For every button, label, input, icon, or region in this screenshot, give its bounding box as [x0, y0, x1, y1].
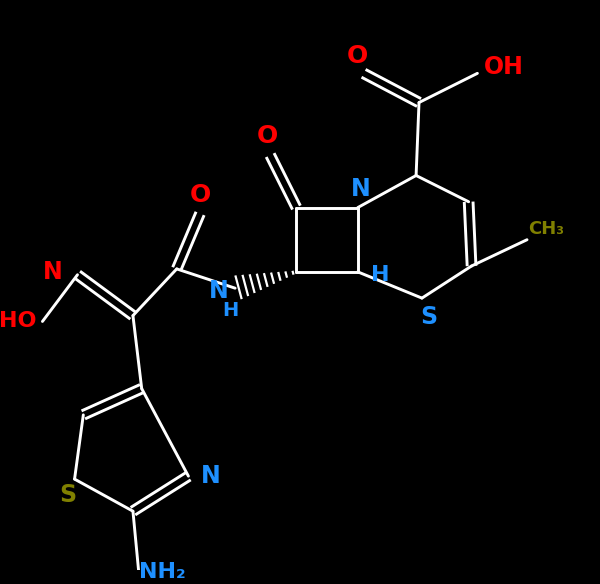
Text: HO: HO: [0, 311, 37, 332]
Text: S: S: [59, 484, 76, 507]
Text: NH₂: NH₂: [139, 562, 185, 582]
Text: N: N: [201, 464, 220, 488]
Text: S: S: [421, 305, 437, 329]
Text: H: H: [371, 265, 389, 285]
Text: N: N: [43, 260, 63, 284]
Text: H: H: [223, 301, 239, 320]
Text: O: O: [347, 44, 368, 68]
Text: CH₃: CH₃: [528, 220, 564, 238]
Text: OH: OH: [484, 55, 524, 79]
Text: O: O: [257, 124, 278, 148]
Text: N: N: [351, 177, 371, 201]
Text: N: N: [209, 279, 229, 303]
Text: O: O: [190, 183, 211, 207]
